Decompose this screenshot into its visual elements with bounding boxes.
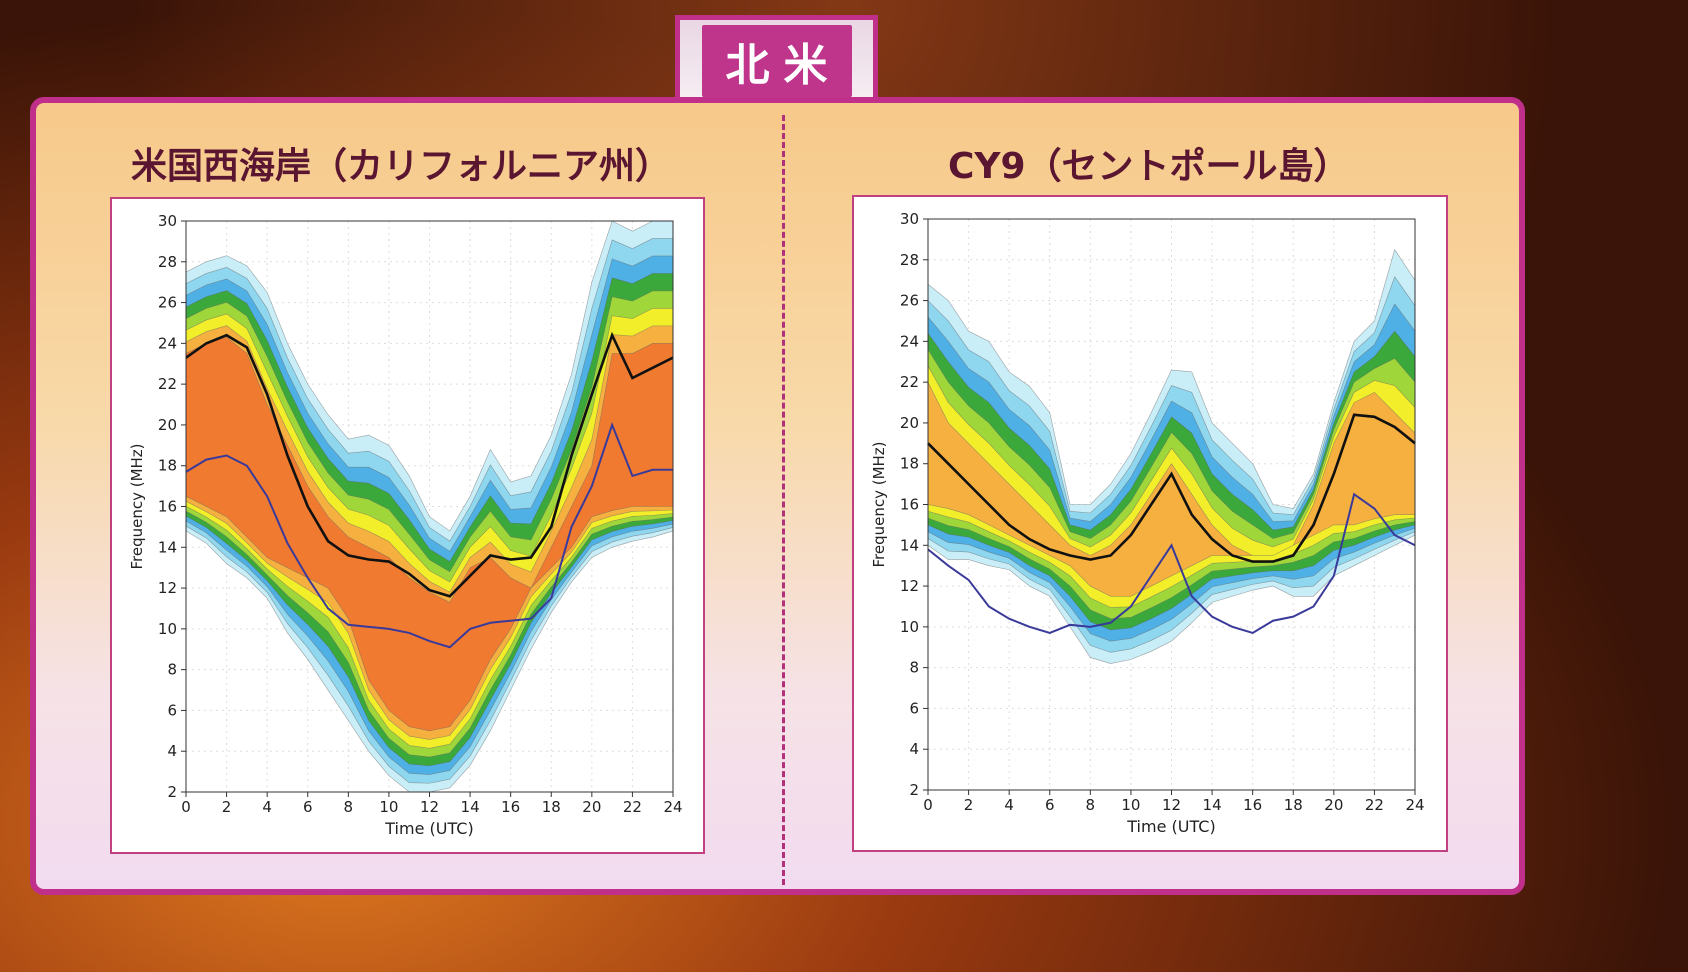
y-tick-label: 20 [158,416,177,434]
muf-line [927,413,1416,563]
x-tick-label: 20 [582,798,601,816]
muf-line [185,331,674,598]
y-axis-label: Frequency (MHz) [870,441,888,567]
x-tick-label: 2 [222,798,232,816]
x-tick-label: 24 [663,798,682,816]
x-tick-label: 0 [181,798,191,816]
y-tick-label: 24 [900,332,919,350]
y-tick-label: 24 [158,334,177,352]
y-tick-label: 8 [167,661,177,679]
x-tick-label: 14 [1203,796,1222,814]
x-tick-label: 16 [501,798,520,816]
y-tick-label: 16 [900,496,919,514]
x-tick-label: 24 [1405,796,1424,814]
x-tick-label: 6 [1045,796,1055,814]
y-axis-label: Frequency (MHz) [128,443,146,569]
x-tick-label: 8 [1086,796,1096,814]
x-axis-label: Time (UTC) [1126,817,1215,836]
right-chart: 0 2 4 6 8 10 12 14 16 18 20 22 24 2 4 6 8 10 12 14 16 18 20 22 2… [852,195,1448,852]
left-chart-svg: 0 2 4 6 8 10 12 14 16 18 20 22 242468101214161820222… [128,212,683,838]
y-tick-label: 12 [158,579,177,597]
x-tick-label: 8 [344,798,354,816]
x-tick-label: 12 [1162,796,1181,814]
y-tick-label: 18 [900,455,919,473]
y-tick-label: 2 [909,781,919,799]
y-tick-label: 4 [167,742,177,760]
x-tick-label: 0 [923,796,933,814]
region-tab-label: 北米 [701,24,852,97]
y-tick-label: 14 [158,538,177,556]
right-chart-title: CY9（セントポール島） [948,146,1350,187]
blue-line [185,422,673,649]
x-axis-label: Time (UTC) [384,819,473,838]
y-tick-label: 20 [900,414,919,432]
right-chart-svg: 0 2 4 6 8 10 12 14 16 18 20 22 242468101214161820222… [870,210,1425,836]
x-tick-label: 18 [542,798,561,816]
y-tick-label: 28 [900,251,919,269]
y-tick-label: 14 [900,536,919,554]
x-tick-label: 10 [1121,796,1140,814]
y-tick-label: 16 [158,498,177,516]
x-tick-label: 22 [1365,796,1384,814]
y-tick-label: 10 [900,618,919,636]
x-tick-label: 4 [262,798,272,816]
x-tick-label: 4 [1004,796,1014,814]
x-tick-label: 14 [461,798,480,816]
x-tick-label: 2 [964,796,974,814]
y-tick-label: 28 [158,253,177,271]
left-chart: 0 2 4 6 8 10 12 14 16 18 20 22 24 2 4 6 8 10 12 14 16 18 20 22 2… [110,197,705,854]
x-tick-label: 10 [379,798,398,816]
y-tick-label: 12 [900,577,919,595]
y-tick-label: 6 [167,701,177,719]
y-tick-label: 2 [167,783,177,801]
divider [782,115,785,885]
y-tick-label: 26 [158,294,177,312]
blue-line [927,492,1416,635]
y-tick-label: 30 [158,212,177,230]
y-tick-label: 6 [909,699,919,717]
y-tick-label: 22 [158,375,177,393]
region-tab: 北米 [675,15,878,101]
charts-panel: 米国西海岸（カリフォルニア州） CY9（セントポール島） 0 2 4 6 8 10 12 14… [30,97,1525,895]
x-tick-label: 20 [1324,796,1343,814]
y-tick-label: 4 [909,740,919,758]
y-tick-label: 22 [900,373,919,391]
x-tick-label: 12 [420,798,439,816]
y-tick-label: 10 [158,620,177,638]
x-tick-label: 22 [623,798,642,816]
x-tick-label: 18 [1284,796,1303,814]
y-tick-label: 26 [900,292,919,310]
y-tick-label: 18 [158,457,177,475]
y-tick-label: 8 [909,659,919,677]
left-chart-title: 米国西海岸（カリフォルニア州） [131,146,672,187]
x-tick-label: 6 [303,798,313,816]
y-tick-label: 30 [900,210,919,228]
x-tick-label: 16 [1243,796,1262,814]
